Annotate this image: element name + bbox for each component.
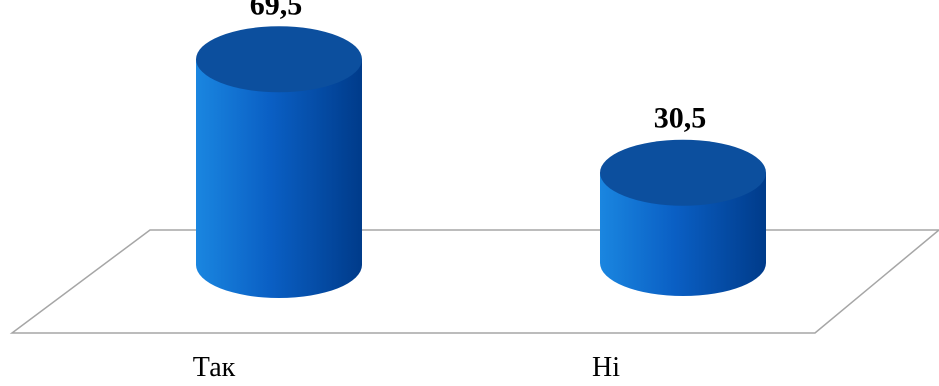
bar-body (196, 59, 362, 298)
bar-top (600, 139, 766, 206)
bars-group (196, 26, 766, 298)
category-label-2: Ні (592, 352, 620, 383)
value-label-1: 69,5 (250, 0, 303, 21)
bar-2 (600, 139, 766, 296)
labels-group: 69,5 Так 30,5 Ні (193, 0, 706, 383)
bar-body (600, 172, 766, 296)
category-label-1: Так (193, 352, 236, 383)
chart-floor (9, 229, 939, 334)
bar-1 (196, 26, 362, 298)
value-label-2: 30,5 (654, 102, 707, 135)
bar-top (196, 26, 362, 93)
